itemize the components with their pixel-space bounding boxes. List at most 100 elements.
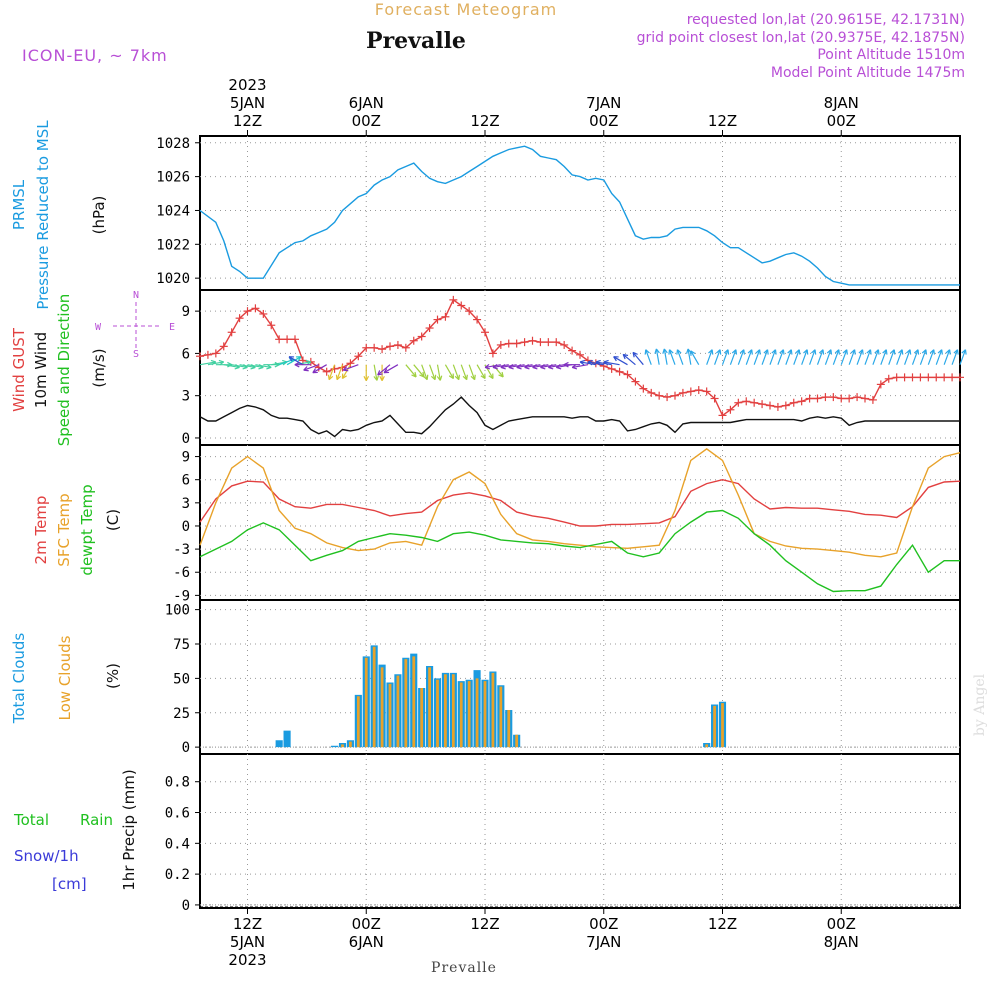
- wind-arrow: [896, 349, 904, 365]
- wind-arrow: [935, 349, 943, 365]
- wind-arrow: [721, 349, 730, 365]
- wind-arrow: [460, 364, 468, 381]
- pressure-labels: PRMSL Pressure Reduced to MSL (hPa): [10, 120, 108, 310]
- gust-marker: [837, 394, 846, 403]
- gust-marker: [686, 387, 695, 396]
- gust-marker: [940, 373, 949, 382]
- gust-marker: [536, 338, 545, 347]
- temp-dewpt-label: dewpt Temp: [78, 484, 96, 575]
- wind-arrow: [927, 349, 936, 365]
- wind-arrow: [603, 359, 620, 366]
- panel-frame: [199, 135, 961, 291]
- gust-marker: [647, 388, 656, 397]
- gust-marker: [512, 339, 521, 348]
- wind-arrow: [769, 349, 777, 365]
- bar-low-clouds: [404, 659, 408, 748]
- panel-2: 0 3 6 9: [182, 289, 967, 447]
- bar-low-clouds: [341, 744, 344, 748]
- gust-marker: [275, 335, 284, 344]
- wind-arrow: [632, 351, 644, 366]
- gust-marker: [734, 398, 743, 407]
- wind-arrow: [587, 359, 604, 366]
- gust-marker: [829, 393, 838, 402]
- temp-sfc-label: SFC Temp: [55, 493, 73, 566]
- gust-marker: [726, 405, 735, 414]
- wind-arrow: [662, 348, 668, 365]
- wind-arrow: [500, 363, 517, 370]
- gust-marker: [283, 335, 292, 344]
- bar-low-clouds: [491, 672, 495, 748]
- wind-arrow: [468, 364, 476, 381]
- bar-total-clouds: [331, 745, 339, 748]
- bar-low-clouds: [396, 675, 400, 748]
- wind-arrow: [595, 359, 612, 366]
- wind-arrow: [508, 363, 525, 370]
- precip-unit: 1hr Precip (mm): [120, 769, 138, 890]
- gust-marker: [631, 377, 640, 386]
- wind-arrow: [540, 363, 557, 370]
- wind-labels: Wind GUST 10m Wind Speed and Direction (…: [10, 290, 175, 446]
- bar-low-clouds: [459, 682, 463, 748]
- gust-marker: [433, 315, 442, 324]
- precip-total-label: Total: [13, 811, 49, 829]
- bar-low-clouds: [515, 734, 519, 748]
- y-tick-label: -3: [173, 542, 190, 558]
- wind-arrow: [548, 363, 565, 370]
- time-label-bottom: 12Z: [708, 915, 737, 933]
- compass-rose: N S W E: [95, 290, 175, 360]
- wind-arrow: [793, 349, 801, 365]
- wind-arrow: [286, 356, 302, 366]
- time-label-bottom: 00Z: [827, 915, 856, 933]
- bar-low-clouds: [483, 681, 487, 748]
- y-tick-label: 1028: [156, 136, 190, 152]
- total-clouds-label: Total Clouds: [10, 633, 28, 725]
- gust-marker: [409, 336, 418, 345]
- bar-low-clouds: [356, 696, 360, 748]
- bar-low-clouds: [436, 679, 439, 748]
- gust-marker: [219, 342, 228, 351]
- gust-marker: [813, 394, 822, 403]
- wind-arrow: [668, 349, 676, 365]
- time-label-top: 7JAN: [586, 94, 621, 112]
- panel-frame: [199, 753, 961, 909]
- wind-arrow: [888, 349, 896, 365]
- model-label: ICON-EU, ~ 7km: [22, 46, 168, 65]
- gust-marker: [623, 370, 632, 379]
- compass-e: E: [169, 322, 175, 333]
- wind-arrow: [816, 349, 825, 365]
- gust-marker: [766, 401, 774, 410]
- requested-coords: requested lon,lat (20.9615E, 42.1731N): [687, 12, 965, 28]
- gust-marker: [789, 398, 798, 407]
- y-tick-label: 50: [173, 671, 190, 687]
- gust-marker: [481, 328, 489, 337]
- gust-marker: [718, 411, 727, 420]
- time-label-bottom: 12Z: [470, 915, 499, 933]
- y-tick-label: 100: [165, 603, 190, 619]
- wind-arrow: [373, 364, 379, 381]
- gust-marker: [607, 364, 616, 373]
- bottom-location: Prevalle: [431, 960, 497, 976]
- wind-arrow: [809, 349, 817, 365]
- bar-low-clouds: [451, 674, 455, 748]
- gust-marker: [710, 394, 719, 403]
- wind-arrow: [690, 350, 700, 365]
- y-tick-label: 1026: [156, 170, 190, 186]
- bar-low-clouds: [372, 646, 376, 748]
- pressure-unit: (hPa): [90, 196, 108, 235]
- gust-marker: [750, 398, 759, 407]
- wind-arrow: [524, 363, 541, 370]
- gust-marker: [702, 387, 711, 396]
- y-tick-label: 3: [182, 389, 190, 405]
- panel-1: 1020 1022 1024 1026 1028: [156, 135, 961, 291]
- wind-arrow: [872, 349, 880, 365]
- gust-marker: [655, 391, 664, 400]
- wind-arrow: [848, 349, 856, 365]
- wind-arrow: [613, 356, 628, 366]
- gust-marker: [504, 339, 513, 348]
- y-tick-label: 6: [182, 346, 190, 362]
- wind-arrow: [840, 349, 848, 365]
- gust-marker: [773, 402, 782, 411]
- time-label-top: 12Z: [470, 112, 499, 130]
- y-tick-label: 6: [182, 473, 190, 489]
- panels-group: 1020 1022 1024 1026 1028 0 3 6 9 -9 -6 -3 0 3 6 9 0 25 50 7…: [156, 135, 967, 914]
